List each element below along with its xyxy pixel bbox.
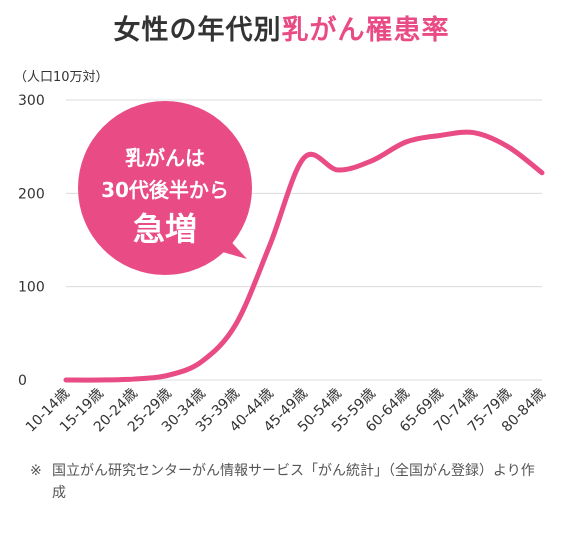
y-tick-labels: 0 100 200 300: [18, 93, 45, 389]
callout-line-3: 急増: [133, 210, 197, 248]
note-text: 国立がん研究センターがん情報サービス「がん統計」（全国がん登録）より作成: [52, 463, 535, 501]
y-tick-label: 300: [18, 93, 45, 109]
callout-line-2: 30代後半から: [101, 178, 229, 202]
y-axis-unit: （人口10万対）: [14, 70, 109, 85]
series-line-path: [63, 129, 545, 383]
callout-bubble-circle: [78, 101, 252, 275]
y-tick-label: 100: [18, 280, 45, 296]
source-note: ※ 国立がん研究センターがん情報サービス「がん統計」（全国がん登録）より作成: [30, 460, 540, 504]
line-chart: 0 100 200 300 10-14歳15-19歳20-24歳25-29歳30-34…: [18, 93, 549, 436]
x-tick-labels: 10-14歳15-19歳20-24歳25-29歳30-34歳35-39歳40-4…: [23, 386, 549, 436]
title-highlight: 乳がん罹患率: [281, 15, 450, 46]
chart-title: 女性の年代別乳がん罹患率: [0, 8, 563, 47]
y-tick-label: 0: [18, 373, 27, 389]
callout-line-1: 乳がんは: [125, 146, 205, 170]
title-prefix: 女性の年代別: [113, 15, 282, 46]
y-tick-label: 200: [18, 186, 45, 202]
series-line: [63, 129, 545, 383]
callout-bubble: 乳がんは 30代後半から 急増: [78, 101, 252, 275]
note-mark: ※: [30, 463, 42, 479]
